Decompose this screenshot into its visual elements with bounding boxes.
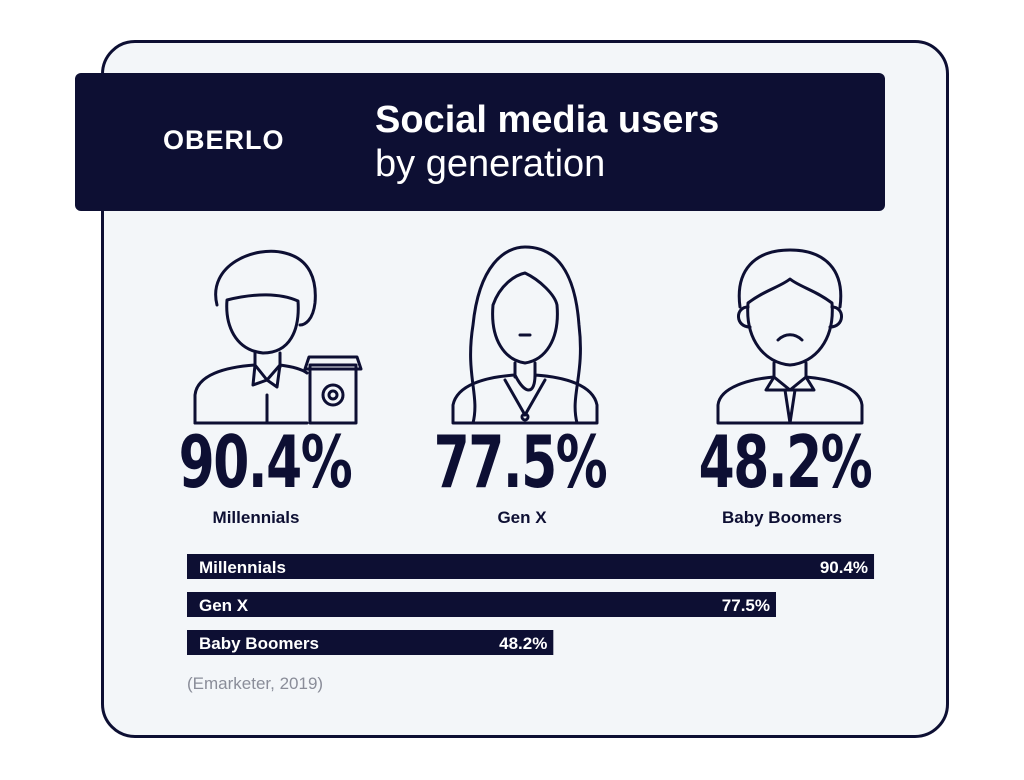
bar-category-label: Baby Boomers [199,634,319,653]
bar-category-label: Millennials [199,558,286,577]
bar-value-label: 48.2% [499,634,547,653]
label-gen-x: Gen X [497,508,547,527]
label-millennials: Millennials [212,508,300,527]
brand-logo: OBERLO [163,125,285,155]
chart-subtitle: by generation [375,143,606,185]
percent-gen-x: 77.5% [433,420,608,504]
chart-title: Social media users [375,99,720,141]
millennial-person-with-coffee-icon [193,249,363,425]
bar-category-label: Gen X [199,596,249,615]
label-baby-boomers: Baby Boomers [722,508,842,527]
percent-millennials: 90.4% [178,420,353,504]
bar-gen-x [187,592,776,617]
baby-boomer-man-with-tie-icon [716,248,864,425]
bar-millennials [187,554,875,579]
bar-value-label: 90.4% [820,558,868,577]
header-banner: OBERLO Social media users by generation [75,73,885,211]
percent-baby-boomers: 48.2% [698,420,873,504]
gen-x-woman-icon [451,245,599,425]
bar-baby-boomers [187,630,554,655]
source-note: (Emarketer, 2019) [187,674,324,693]
bar-value-label: 77.5% [722,596,770,615]
